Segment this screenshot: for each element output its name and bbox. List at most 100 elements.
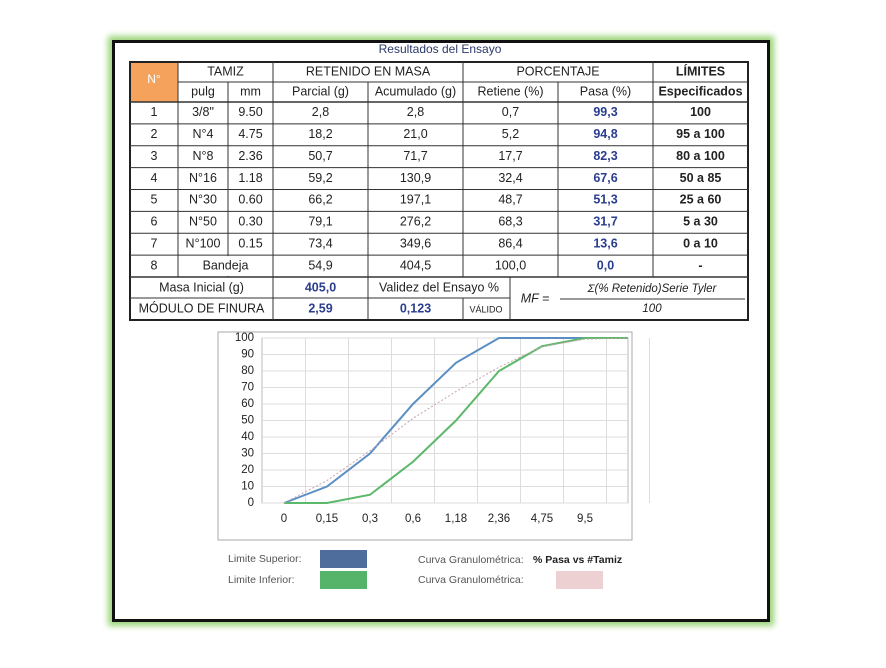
y-tick-label: 70 bbox=[241, 382, 254, 394]
y-tick-label: 90 bbox=[241, 349, 254, 361]
cell-text: N°4 bbox=[193, 127, 214, 141]
cell-text: 2,59 bbox=[308, 301, 332, 315]
cell-text: 100 bbox=[642, 303, 662, 315]
cell-text: 48,7 bbox=[498, 193, 522, 207]
cell-text: 9.50 bbox=[238, 105, 262, 119]
cell-text: 50,7 bbox=[308, 149, 332, 163]
cell-text: MÓDULO DE FINURA bbox=[139, 300, 265, 315]
cell-text: MF = bbox=[521, 291, 550, 305]
cell-text: 32,4 bbox=[498, 171, 522, 185]
header: RETENIDO EN MASA bbox=[306, 64, 431, 78]
cell-text: 0,0 bbox=[597, 258, 614, 272]
cell-text: N°100 bbox=[186, 236, 221, 250]
cell-text: 95 a 100 bbox=[676, 127, 725, 141]
y-tick-label: 10 bbox=[241, 481, 254, 493]
x-tick-label: 1,18 bbox=[445, 513, 467, 525]
legend-title: % Pasa vs #Tamiz bbox=[533, 554, 622, 566]
subheader: Parcial (g) bbox=[292, 84, 349, 98]
subheader: Retiene (%) bbox=[478, 84, 544, 98]
y-tick-label: 100 bbox=[235, 332, 254, 344]
header: LÍMITES bbox=[676, 63, 725, 78]
x-tick-label: 2,36 bbox=[488, 513, 510, 525]
cell-text: 405,0 bbox=[305, 280, 336, 294]
cell-text: 17,7 bbox=[498, 149, 522, 163]
cell-text: 50 a 85 bbox=[680, 171, 722, 185]
cell-text: 21,0 bbox=[403, 127, 427, 141]
subheader: mm bbox=[240, 84, 261, 98]
cell-text: 80 a 100 bbox=[676, 149, 725, 163]
table-border bbox=[129, 61, 749, 321]
cell-text: 100 bbox=[690, 105, 711, 119]
cell-text: 73,4 bbox=[308, 236, 332, 250]
y-tick-label: 60 bbox=[241, 398, 254, 410]
legend-swatch bbox=[320, 550, 367, 568]
cell-text: 71,7 bbox=[403, 149, 427, 163]
cell-text: - bbox=[698, 258, 702, 272]
cell-text: 25 a 60 bbox=[680, 193, 722, 207]
cell-text: 18,2 bbox=[308, 127, 332, 141]
cell-text: N°16 bbox=[189, 171, 217, 185]
cell-text: 100,0 bbox=[495, 258, 526, 272]
legend-label: Limite Superior: bbox=[228, 553, 302, 565]
series-line bbox=[283, 337, 629, 504]
x-tick-label: 0,3 bbox=[362, 513, 378, 525]
cell-text: 5,2 bbox=[502, 127, 519, 141]
cell-text: Σ(% Retenido)Serie Tyler bbox=[587, 283, 718, 295]
cell-text: Masa Inicial (g) bbox=[159, 280, 244, 294]
cell-text: 5 bbox=[151, 193, 158, 207]
legend-title-prefix: Curva Granulométrica: bbox=[418, 554, 524, 566]
header: TAMIZ bbox=[207, 64, 244, 78]
subheader: pulg bbox=[191, 84, 215, 98]
y-tick-label: 40 bbox=[241, 431, 254, 443]
legend-label: Curva Granulométrica: bbox=[418, 574, 524, 586]
cell-text: 54,9 bbox=[308, 258, 332, 272]
cell-text: 3 bbox=[151, 149, 158, 163]
cell-text: 68,3 bbox=[498, 215, 522, 229]
x-tick-label: 4,75 bbox=[531, 513, 553, 525]
cell-text: 51,3 bbox=[593, 193, 617, 207]
cell-text: 197,1 bbox=[400, 193, 431, 207]
cell-text: 67,6 bbox=[593, 171, 617, 185]
cell-text: 2 bbox=[151, 127, 158, 141]
cell-text: 0.60 bbox=[238, 193, 262, 207]
cell-text: 5 a 30 bbox=[683, 215, 718, 229]
cell-text: 276,2 bbox=[400, 215, 431, 229]
y-tick-label: 80 bbox=[241, 365, 254, 377]
cell-text: 79,1 bbox=[308, 215, 332, 229]
cell-text: 404,5 bbox=[400, 258, 431, 272]
cell-text: 86,4 bbox=[498, 236, 522, 250]
subheader: Acumulado (g) bbox=[375, 84, 456, 98]
cell-text: 31,7 bbox=[593, 215, 617, 229]
series-line bbox=[283, 337, 628, 504]
cell-text: 0.30 bbox=[238, 215, 262, 229]
cell-text: 6 bbox=[151, 215, 158, 229]
y-tick-label: 0 bbox=[248, 497, 254, 509]
y-tick-label: 50 bbox=[241, 415, 254, 427]
cell-text: 130,9 bbox=[400, 171, 431, 185]
legend-swatch bbox=[320, 571, 367, 589]
x-tick-label: 9,5 bbox=[577, 513, 593, 525]
x-tick-label: 0 bbox=[281, 513, 287, 525]
cell-text: 8 bbox=[151, 258, 158, 272]
cell-text: 3/8" bbox=[192, 105, 214, 119]
cell-text: 4.75 bbox=[238, 127, 262, 141]
y-tick-label: 20 bbox=[241, 464, 254, 476]
cell-text: Validez del Ensayo % bbox=[379, 280, 499, 294]
title: Resultados del Ensayo bbox=[379, 42, 502, 56]
cell-text: 1.18 bbox=[238, 171, 262, 185]
cell-text: VÁLIDO bbox=[469, 304, 502, 314]
cell-text: 13,6 bbox=[593, 236, 617, 250]
x-tick-label: 0,6 bbox=[405, 513, 421, 525]
subheader: Especificados bbox=[658, 84, 742, 98]
header: PORCENTAJE bbox=[516, 64, 599, 78]
cell-text: N°50 bbox=[189, 215, 217, 229]
cell-text: 0.15 bbox=[238, 236, 262, 250]
chart-frame bbox=[217, 331, 633, 541]
header: N° bbox=[147, 72, 161, 86]
x-tick-label: 0,15 bbox=[316, 513, 338, 525]
cell-text: 2.36 bbox=[238, 149, 262, 163]
cell-text: 4 bbox=[151, 171, 158, 185]
orange-cell bbox=[130, 62, 178, 102]
cell-text: 99,3 bbox=[593, 105, 617, 119]
